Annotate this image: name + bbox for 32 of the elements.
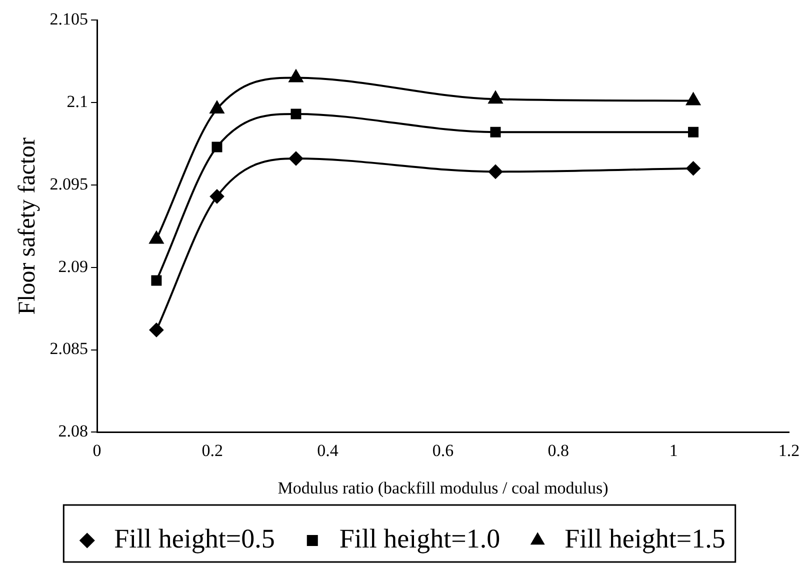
y-tick-label: 2.08 — [58, 422, 88, 441]
legend-label: Fill height=1.5 — [564, 524, 726, 554]
y-tick-label: 2.105 — [50, 9, 88, 28]
point — [290, 108, 302, 120]
point — [688, 126, 699, 138]
x-tick-label: 0.8 — [548, 440, 569, 460]
point — [686, 92, 700, 106]
x-tick-label: 0.2 — [202, 440, 223, 460]
point — [488, 164, 502, 179]
x-tick-label: 1.2 — [778, 440, 800, 460]
y-tick-label: 2.1 — [66, 92, 88, 111]
x-tick-label: 1 — [669, 440, 678, 460]
x-tick-label: 0.6 — [432, 440, 454, 460]
x-tick-label: 0 — [92, 440, 102, 460]
point — [149, 322, 164, 337]
point — [210, 189, 224, 204]
point — [151, 275, 162, 286]
x-tick-label: 0.4 — [317, 440, 339, 460]
point — [288, 70, 304, 82]
legend-label: Fill height=0.5 — [114, 524, 275, 554]
y-tick-label: 2.095 — [50, 174, 88, 194]
x-axis-title: Modulus ratio (backfill modulus / coal modulus) — [278, 478, 608, 498]
point — [488, 91, 503, 104]
point — [490, 126, 501, 138]
y-tick-label: 2.085 — [50, 339, 88, 358]
point — [686, 161, 700, 176]
y-axis-title: Floor safety factor — [14, 137, 41, 315]
y-tick-label: 2.09 — [58, 256, 88, 276]
point — [288, 152, 303, 166]
point — [212, 142, 222, 152]
point — [210, 101, 224, 114]
legend-label: Fill height=1.0 — [339, 524, 500, 554]
